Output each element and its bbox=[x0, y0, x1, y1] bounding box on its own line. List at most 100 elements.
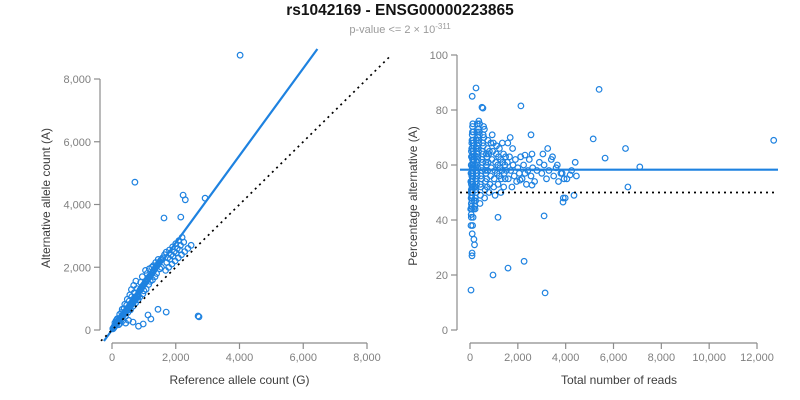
x-tick-label: 4,000 bbox=[226, 352, 254, 364]
data-point bbox=[500, 183, 508, 191]
data-point bbox=[528, 181, 536, 189]
figure-title: rs1042169 - ENSG00000223865 bbox=[286, 2, 514, 19]
data-point bbox=[470, 235, 478, 243]
data-point bbox=[549, 153, 556, 161]
data-point bbox=[142, 267, 149, 274]
data-point bbox=[160, 214, 168, 222]
y-tick-label: 0 bbox=[442, 325, 448, 337]
pvalue-text: p-value <= 2 × 10 bbox=[349, 24, 436, 36]
y-tick-label: 2,000 bbox=[63, 262, 91, 274]
data-point bbox=[525, 156, 533, 163]
data-point bbox=[152, 259, 160, 266]
y-tick-label: 80 bbox=[436, 105, 448, 117]
data-point bbox=[476, 180, 484, 188]
data-point bbox=[527, 131, 535, 139]
y-tick-label: 20 bbox=[436, 270, 448, 282]
data-point bbox=[467, 286, 475, 294]
data-point bbox=[504, 264, 512, 272]
x-tick-label: 6,000 bbox=[600, 352, 628, 364]
y-tick-label: 0 bbox=[85, 325, 91, 337]
x-tick-label: 2,000 bbox=[162, 352, 190, 364]
data-point bbox=[517, 102, 525, 110]
identity-line-line bbox=[100, 55, 391, 342]
data-point bbox=[487, 139, 495, 147]
data-point bbox=[478, 103, 486, 111]
data-point bbox=[138, 273, 146, 281]
data-point bbox=[468, 252, 476, 260]
data-point bbox=[469, 222, 477, 229]
data-point bbox=[471, 205, 479, 213]
data-point bbox=[573, 172, 580, 180]
data-point bbox=[468, 230, 476, 238]
data-point bbox=[490, 175, 498, 183]
data-point bbox=[517, 153, 525, 161]
data-point bbox=[477, 172, 485, 180]
data-point bbox=[476, 200, 484, 207]
data-point bbox=[176, 246, 184, 254]
data-point bbox=[538, 169, 546, 177]
data-point bbox=[544, 145, 552, 152]
y-tick-label: 4,000 bbox=[63, 200, 91, 212]
data-point bbox=[622, 145, 629, 152]
data-point bbox=[145, 265, 153, 273]
data-point bbox=[540, 212, 548, 220]
data-point bbox=[177, 213, 185, 221]
data-point bbox=[162, 308, 170, 316]
data-point bbox=[527, 172, 535, 180]
data-point bbox=[154, 305, 162, 313]
data-point bbox=[520, 257, 528, 265]
data-point bbox=[504, 175, 512, 183]
x-tick-label: 6,000 bbox=[289, 352, 317, 364]
data-point bbox=[479, 104, 487, 112]
data-point bbox=[482, 158, 490, 166]
data-point bbox=[481, 194, 489, 202]
data-point bbox=[472, 84, 480, 92]
data-point bbox=[471, 241, 478, 249]
data-point bbox=[539, 150, 547, 158]
data-point bbox=[520, 161, 527, 169]
data-point bbox=[503, 158, 511, 166]
data-point bbox=[601, 154, 609, 162]
pvalue-exponent: -311 bbox=[435, 22, 451, 31]
data-point bbox=[555, 178, 562, 185]
data-point bbox=[513, 178, 520, 185]
left-panel: 0 2,000 4,000 6,000 8,000 0 2,000 4,000 6,000 8,0… bbox=[63, 48, 391, 364]
data-point bbox=[468, 92, 476, 100]
data-point bbox=[489, 271, 497, 279]
data-point bbox=[147, 315, 155, 323]
y-tick-label: 8,000 bbox=[63, 74, 91, 86]
right-xaxis-title: Total number of reads bbox=[560, 373, 678, 387]
data-point bbox=[508, 183, 516, 191]
data-point bbox=[496, 145, 503, 152]
data-point bbox=[498, 139, 506, 147]
data-point bbox=[479, 139, 487, 147]
data-point bbox=[494, 213, 502, 221]
data-point bbox=[491, 191, 499, 199]
data-point bbox=[181, 196, 189, 204]
y-tick-label: 60 bbox=[436, 160, 448, 172]
y-tick-label: 6,000 bbox=[63, 137, 91, 149]
x-tick-label: 2,000 bbox=[504, 352, 532, 364]
data-point bbox=[488, 131, 496, 139]
data-point bbox=[521, 151, 529, 159]
data-point bbox=[187, 241, 195, 249]
data-point bbox=[509, 145, 516, 152]
figure-subtitle: p-value <= 2 × 10-311 bbox=[0, 22, 800, 36]
data-point bbox=[540, 161, 548, 169]
left-yaxis-title: Alternative allele count (A) bbox=[39, 127, 53, 269]
data-point bbox=[486, 147, 493, 155]
data-point bbox=[497, 175, 505, 183]
data-point bbox=[509, 161, 517, 169]
data-point bbox=[469, 120, 477, 128]
data-point bbox=[121, 300, 129, 308]
x-tick-label: 0 bbox=[467, 352, 473, 364]
data-point bbox=[236, 51, 244, 59]
right-panel: 0 2,000 4,000 6,000 8,000 10,000 12,000 0 20 40 60… bbox=[430, 50, 778, 364]
data-point bbox=[131, 178, 139, 186]
data-point bbox=[550, 172, 558, 180]
data-point bbox=[624, 183, 632, 191]
regression-fit-line bbox=[103, 48, 319, 342]
data-point bbox=[515, 169, 523, 177]
